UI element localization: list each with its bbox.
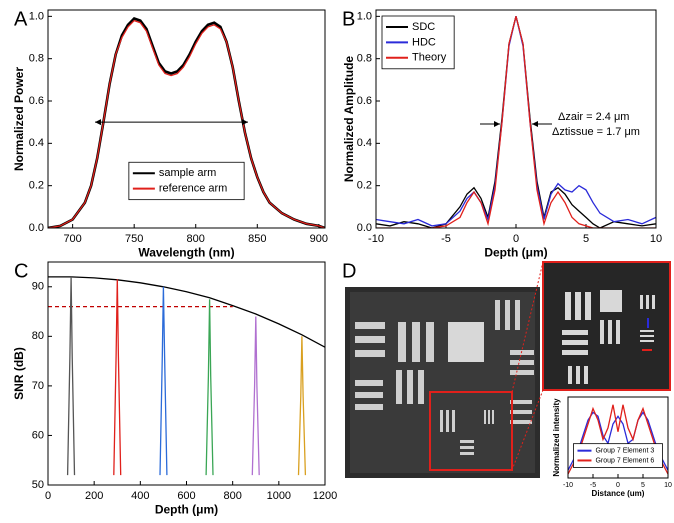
y-tick-label: 60 — [32, 429, 44, 441]
x-tick-label: 750 — [125, 233, 143, 245]
series-line — [376, 16, 656, 228]
panel-label: A — [14, 8, 28, 30]
series-line — [113, 279, 122, 476]
y-tick-label: 70 — [32, 380, 44, 392]
panel-label: D — [342, 260, 356, 282]
legend-label: Theory — [412, 52, 447, 64]
panel-label: B — [342, 8, 355, 30]
series-line — [297, 336, 307, 476]
x-tick-label: 0 — [45, 490, 51, 502]
y-tick-label: 0.2 — [357, 180, 372, 192]
plot-frame — [375, 9, 657, 229]
y-tick-label: 0.6 — [29, 95, 44, 107]
legend-label: sample arm — [159, 167, 216, 179]
x-tick-label: 10 — [664, 482, 672, 489]
y-tick-label: 0.6 — [357, 95, 372, 107]
series-line — [48, 276, 325, 348]
series-line — [205, 299, 214, 476]
x-tick-label: 800 — [223, 490, 241, 502]
legend-label: Group 7 Element 6 — [595, 457, 654, 464]
plot-frame — [47, 261, 326, 486]
y-tick-label: 0.0 — [29, 222, 44, 234]
y-tick-label: 1.0 — [29, 10, 44, 22]
x-tick-label: 1000 — [267, 490, 291, 502]
y-tick-label: 0.8 — [29, 53, 44, 65]
y-tick-label: 50 — [32, 479, 44, 491]
y-axis-label: SNR (dB) — [12, 347, 26, 400]
x-tick-label: 5 — [583, 233, 589, 245]
series-line — [568, 404, 668, 475]
y-axis-label: Normalized intensity — [552, 398, 561, 477]
legend-box — [573, 443, 663, 468]
x-tick-label: 700 — [63, 233, 81, 245]
x-axis-label: Depth (μm) — [155, 502, 218, 516]
panel-label: C — [14, 260, 28, 282]
y-tick-label: 1.0 — [357, 10, 372, 22]
series-line — [251, 316, 260, 476]
x-tick-label: 800 — [187, 233, 205, 245]
legend-label: HDC — [412, 36, 436, 48]
legend-label: SDC — [412, 21, 435, 33]
x-tick-label: 10 — [650, 233, 662, 245]
series-line — [48, 19, 325, 228]
x-tick-label: 600 — [177, 490, 195, 502]
x-tick-label: 200 — [85, 490, 103, 502]
x-tick-label: 400 — [131, 490, 149, 502]
x-tick-label: 900 — [310, 233, 328, 245]
x-tick-label: 0 — [616, 482, 620, 489]
x-tick-label: 1200 — [313, 490, 337, 502]
y-tick-label: 80 — [32, 330, 44, 342]
x-tick-label: -10 — [563, 482, 573, 489]
y-tick-label: 0.2 — [29, 180, 44, 192]
annotation: Δztissue = 1.7 μm — [552, 126, 640, 138]
x-axis-label: Wavelength (nm) — [138, 245, 234, 259]
x-tick-label: -5 — [441, 233, 451, 245]
usaf-target-image — [345, 261, 671, 478]
y-axis-label: Normalized Amplitude — [342, 56, 356, 183]
x-tick-label: -5 — [590, 482, 596, 489]
legend-label: reference arm — [159, 183, 227, 195]
y-axis-label: Normalized Power — [12, 67, 26, 171]
x-tick-label: 0 — [513, 233, 519, 245]
x-tick-label: 5 — [641, 482, 645, 489]
plot-area — [48, 262, 325, 485]
x-axis-label: Depth (μm) — [484, 245, 547, 259]
x-axis-label: Distance (um) — [592, 489, 645, 498]
legend-label: Group 7 Element 3 — [595, 448, 654, 455]
x-tick-label: 850 — [248, 233, 266, 245]
y-tick-label: 90 — [32, 281, 44, 293]
legend-box — [128, 161, 245, 201]
series-line — [159, 286, 168, 476]
y-tick-label: 0.0 — [357, 222, 372, 234]
y-tick-label: 0.4 — [29, 137, 44, 149]
y-tick-label: 0.8 — [357, 53, 372, 65]
plot-frame — [47, 9, 326, 229]
annotation: Δzair = 2.4 μm — [558, 111, 629, 123]
series-line — [66, 276, 76, 476]
y-tick-label: 0.4 — [357, 137, 372, 149]
x-tick-label: -10 — [368, 233, 384, 245]
plot-frame — [567, 396, 669, 479]
